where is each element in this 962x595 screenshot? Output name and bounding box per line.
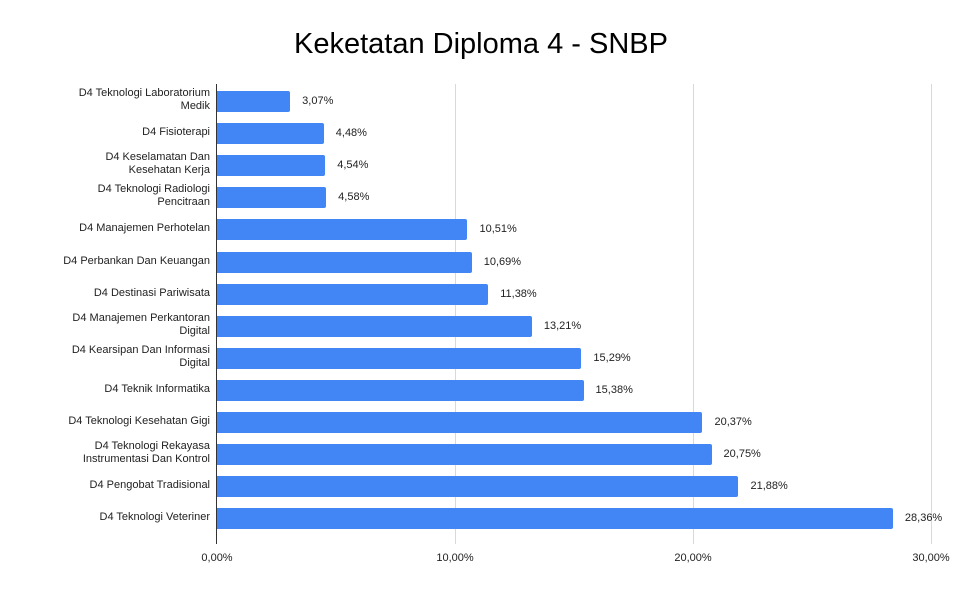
data-label: 10,69% [483,255,522,268]
category-label-line1: D4 Teknologi Kesehatan Gigi [68,415,210,427]
category-label-line1: D4 Manajemen Perkantoran [72,311,210,324]
data-label: 20,75% [723,448,761,461]
category-label: D4 Fisioterapi [10,126,210,139]
bar[interactable] [217,444,712,466]
bar-row: 13,21% [216,310,932,342]
data-label: 20,37% [714,416,752,428]
gridline-10 [455,84,456,544]
bar-row: 21,88% [216,470,932,502]
x-tick-20: 20,00% [674,552,712,564]
category-label: D4 Manajemen Perkantoran Digital [10,312,210,338]
category-label-line1: D4 Destinasi Pariwisata [93,286,210,299]
category-label-line1: D4 Teknologi Laboratorium [78,87,210,99]
bar[interactable] [217,187,327,209]
bar-row: 10,51% [216,213,932,245]
bar[interactable] [217,412,703,433]
bar-row: 4,58% [216,181,932,213]
category-label: D4 Keselamatan Dan Kesehatan Kerja [10,151,210,177]
category-label-line2: Instrumentasi Dan Kontrol [82,453,210,466]
category-label: D4 Destinasi Pariwisata [10,287,210,300]
plot-area: 3,07% 4,48% 4,54% 4,58% 10,51% 10,69% 11,38% 13… [216,84,942,544]
y-axis-line [216,84,217,544]
data-label: 21,88% [750,480,788,493]
bar[interactable] [217,347,582,369]
category-label-line1: D4 Teknologi Veteriner [99,511,210,524]
category-label-line1: D4 Kearsipan Dan Informasi [71,343,210,356]
category-label: D4 Manajemen Perhotelan [10,222,210,235]
bar-row: 20,37% [216,406,932,438]
chart-title: Keketatan Diploma 4 - SNBP [294,28,668,60]
category-label-line1: D4 Perbankan Dan Keuangan [63,254,210,267]
bar[interactable] [217,219,468,241]
category-label-line1: D4 Teknik Informatika [104,382,210,395]
category-label-line2: Digital [179,356,210,369]
bar[interactable] [217,476,739,498]
x-tick-30: 30,00% [912,552,950,564]
bar-row: 11,38% [216,278,932,310]
category-label-line1: D4 Keselamatan Dan [105,151,210,164]
category-label-line2: Digital [179,324,210,337]
gridline-30 [931,84,932,544]
data-label: 15,38% [595,383,633,396]
category-label: D4 Pengobat Tradisional [10,479,210,492]
bar-row: 15,38% [216,374,932,406]
category-label-line2: Medik [180,100,210,112]
bar[interactable] [217,123,324,145]
category-label-line2: Kesehatan Kerja [128,164,210,177]
data-label: 15,29% [593,351,631,364]
bar[interactable] [217,91,291,112]
data-label: 13,21% [543,319,582,332]
category-label-line1: D4 Manajemen Perhotelan [79,222,210,235]
data-label: 4,58% [338,191,370,204]
bar[interactable] [217,283,489,305]
category-label: D4 Teknik Informatika [10,383,210,396]
gridline-20 [693,84,694,544]
bar[interactable] [217,155,326,177]
category-label: D4 Teknologi Rekayasa Instrumentasi Dan K… [10,440,210,466]
data-label: 28,36% [904,512,943,525]
data-label: 10,51% [479,223,517,236]
category-label: D4 Teknologi Radiologi Pencitraan [10,183,210,209]
bar[interactable] [217,379,584,401]
bar-row: 20,75% [216,438,932,470]
bar[interactable] [217,251,472,273]
category-label: D4 Teknologi Kesehatan Gigi [10,415,210,428]
category-label: D4 Teknologi Veteriner [10,511,210,524]
x-tick-10: 10,00% [436,552,474,564]
bar[interactable] [217,315,532,337]
bar-row: 3,07% [216,85,932,117]
data-label: 11,38% [500,287,537,300]
category-label-line1: D4 Pengobat Tradisional [89,479,210,492]
category-label-line2: Pencitraan [157,196,210,209]
bar[interactable] [217,508,893,530]
category-label: D4 Kearsipan Dan Informasi Digital [10,344,210,370]
bar-row: 10,69% [216,246,932,278]
bar-row: 15,29% [216,342,932,374]
category-label-line1: D4 Teknologi Rekayasa [94,440,210,453]
bar-row: 28,36% [216,502,942,534]
data-label: 4,54% [337,159,369,172]
category-label: D4 Perbankan Dan Keuangan [10,255,210,268]
x-tick-0: 0,00% [201,552,233,564]
data-label: 3,07% [302,95,334,107]
bar-row: 4,54% [216,149,932,181]
category-label-line1: D4 Fisioterapi [142,126,210,139]
data-label: 4,48% [335,127,367,140]
bar-row: 4,48% [216,117,932,149]
category-label-line1: D4 Teknologi Radiologi [97,183,210,196]
category-label: D4 Teknologi Laboratorium Medik [10,87,210,113]
